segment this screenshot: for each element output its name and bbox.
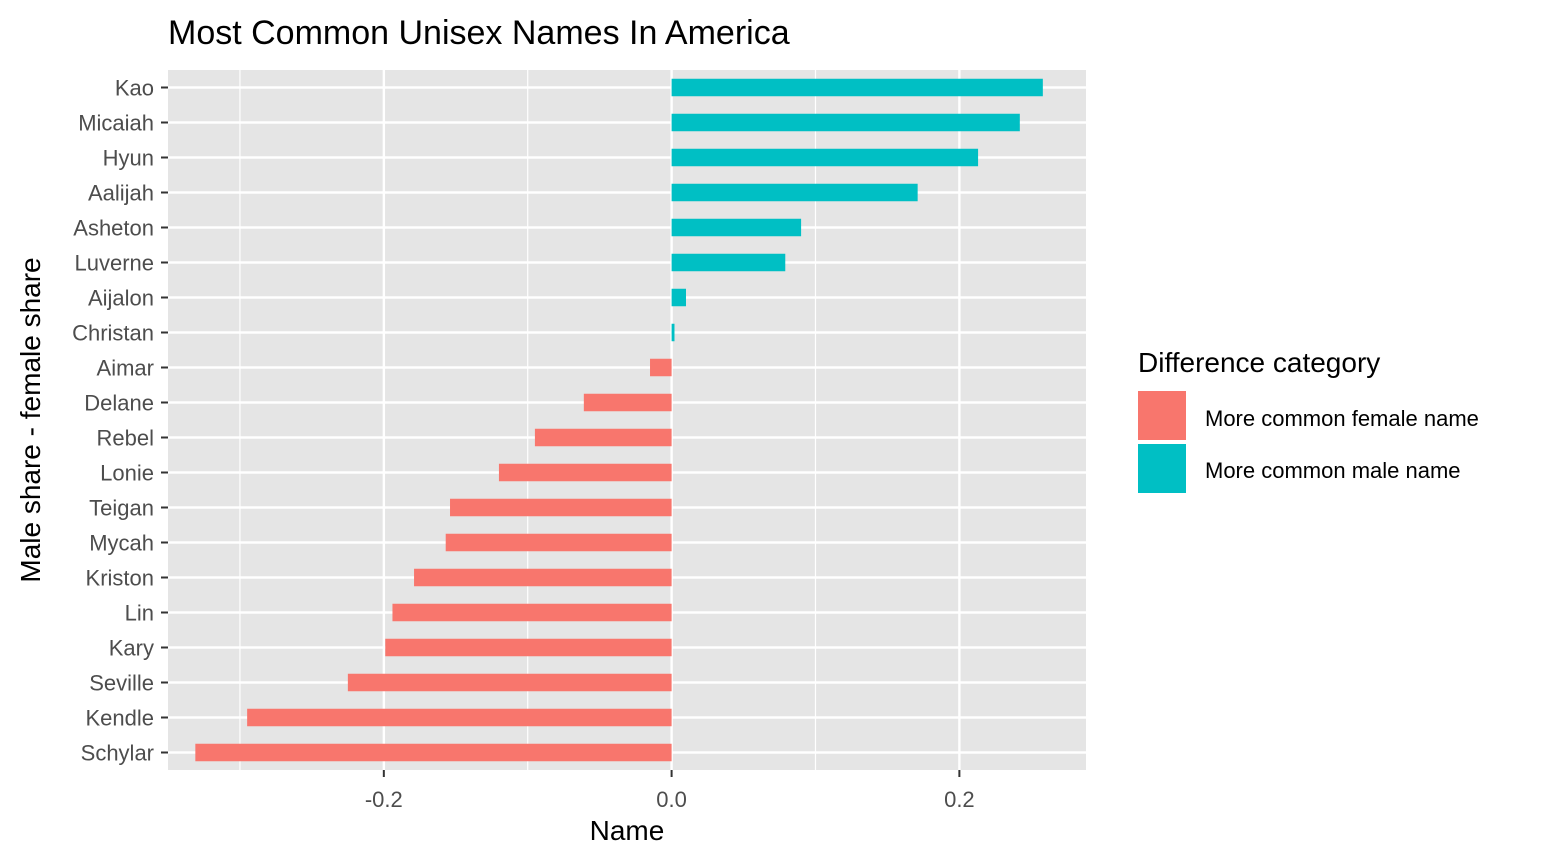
bar-seville: [347, 673, 672, 692]
bar-lin: [392, 603, 672, 622]
legend: Difference category More common female n…: [1138, 347, 1479, 493]
legend-key-male: [1138, 444, 1186, 493]
bar-kriston: [414, 568, 672, 587]
bar-micaiah: [671, 113, 1020, 132]
y-tick-label: Luverne: [74, 251, 154, 276]
y-tick-label: Kao: [115, 76, 154, 101]
legend-key-female: [1138, 391, 1186, 440]
plot-panel: [168, 70, 1086, 770]
bar-hyun: [671, 148, 979, 167]
y-tick-label: Lonie: [100, 461, 154, 486]
bar-kendle: [247, 708, 672, 727]
y-axis-title: Male share - female share: [15, 257, 46, 582]
legend-title: Difference category: [1138, 347, 1380, 378]
bar-schylar: [195, 743, 672, 762]
bar-luverne: [671, 253, 786, 272]
bar-delane: [583, 393, 672, 412]
y-tick-label: Kendle: [85, 706, 154, 731]
y-tick-label: Hyun: [103, 146, 154, 171]
y-axis: Kao Micaiah Hyun Aalijah Asheton Luverne Aijal…: [72, 76, 168, 766]
y-tick-label: Aimar: [97, 356, 154, 381]
x-axis: -0.2 0.0 0.2: [365, 770, 975, 812]
x-axis-title: Name: [590, 815, 665, 846]
chart-title: Most Common Unisex Names In America: [168, 14, 790, 52]
bar-lonie: [498, 463, 672, 482]
y-tick-label: Schylar: [81, 741, 154, 766]
y-tick-label: Lin: [125, 601, 154, 626]
x-tick-label: 0.2: [944, 787, 975, 812]
bar-aalijah: [671, 183, 918, 202]
y-tick-label: Rebel: [97, 426, 154, 451]
legend-label-male: More common male name: [1205, 458, 1461, 483]
x-tick-label: -0.2: [365, 787, 403, 812]
bar-kary: [385, 638, 672, 657]
bar-christan: [671, 323, 675, 342]
y-tick-label: Micaiah: [78, 111, 154, 136]
y-tick-label: Christan: [72, 321, 154, 346]
bar-aimar: [650, 358, 672, 377]
bar-asheton: [671, 218, 802, 237]
y-tick-label: Teigan: [89, 496, 154, 521]
y-tick-label: Kary: [109, 636, 154, 661]
y-tick-label: Aalijah: [88, 181, 154, 206]
bar-mycah: [445, 533, 672, 552]
y-tick-label: Seville: [89, 671, 154, 696]
y-tick-label: Aijalon: [88, 286, 154, 311]
legend-label-female: More common female name: [1205, 406, 1479, 431]
bar-rebel: [534, 428, 672, 447]
y-tick-label: Mycah: [89, 531, 154, 556]
y-tick-label: Asheton: [73, 216, 154, 241]
y-tick-label: Delane: [84, 391, 154, 416]
x-tick-label: 0.0: [656, 787, 687, 812]
bar-teigan: [450, 498, 672, 517]
bar-aijalon: [671, 288, 686, 307]
y-tick-label: Kriston: [86, 566, 154, 591]
bar-kao: [671, 78, 1043, 97]
bars: [195, 78, 1043, 762]
